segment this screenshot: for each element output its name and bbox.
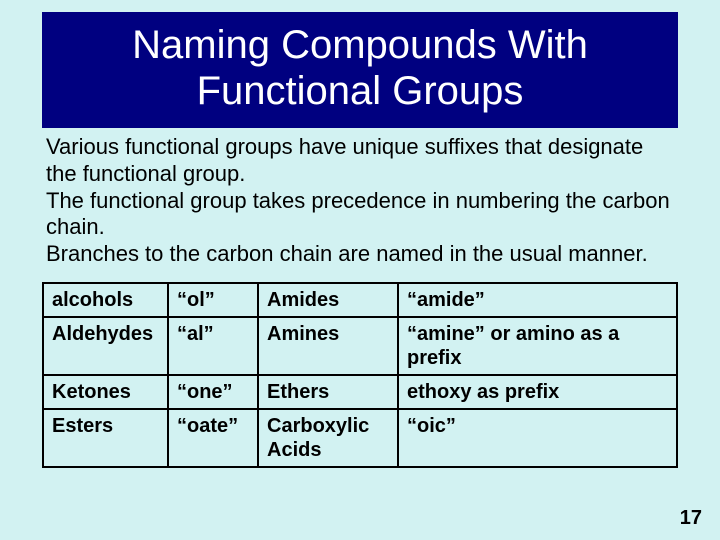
body-paragraph-1: Various functional groups have unique su… [46,134,643,186]
cell-suffix-b: “amine” or amino as a prefix [398,317,677,375]
cell-suffix-b: ethoxy as prefix [398,375,677,409]
table-row: Ketones “one” Ethers ethoxy as prefix [43,375,677,409]
cell-suffix-a: “ol” [168,283,258,317]
cell-group-a: alcohols [43,283,168,317]
cell-group-b: Amines [258,317,398,375]
cell-group-b: Carboxylic Acids [258,409,398,467]
slide-container: Naming Compounds With Functional Groups … [0,0,720,540]
cell-suffix-a: “oate” [168,409,258,467]
body-paragraph-3: Branches to the carbon chain are named i… [46,241,648,266]
functional-groups-table: alcohols “ol” Amides “amide” Aldehydes “… [42,282,678,468]
body-text: Various functional groups have unique su… [46,134,674,268]
cell-group-a: Ketones [43,375,168,409]
page-number: 17 [680,507,702,530]
slide-title: Naming Compounds With Functional Groups [52,22,668,114]
cell-group-b: Amides [258,283,398,317]
table-row: Esters “oate” Carboxylic Acids “oic” [43,409,677,467]
title-box: Naming Compounds With Functional Groups [42,12,678,128]
cell-suffix-b: “oic” [398,409,677,467]
title-line-1: Naming Compounds With [132,23,588,67]
table-row: alcohols “ol” Amides “amide” [43,283,677,317]
cell-suffix-a: “al” [168,317,258,375]
cell-suffix-b: “amide” [398,283,677,317]
cell-group-a: Esters [43,409,168,467]
cell-group-b: Ethers [258,375,398,409]
table-row: Aldehydes “al” Amines “amine” or amino a… [43,317,677,375]
cell-suffix-a: “one” [168,375,258,409]
title-line-2: Functional Groups [197,69,524,113]
cell-group-a: Aldehydes [43,317,168,375]
body-paragraph-2: The functional group takes precedence in… [46,188,670,240]
